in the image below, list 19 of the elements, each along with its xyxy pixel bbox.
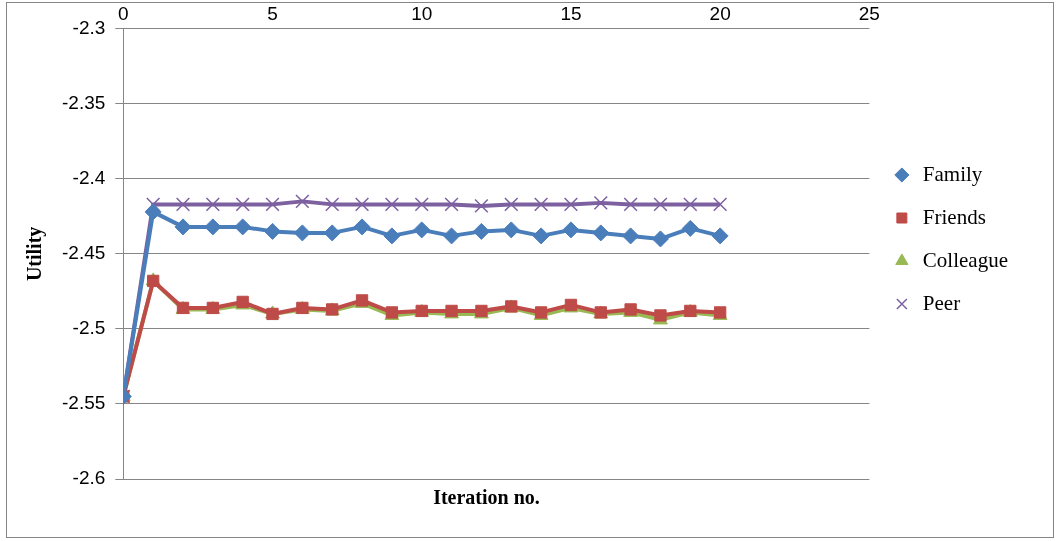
legend-label: Colleague <box>922 247 1008 272</box>
y-tick-label: -2.45 <box>61 242 106 264</box>
legend-label: Family <box>922 161 983 186</box>
x-tick-label: 25 <box>858 2 880 24</box>
x-tick-label: 15 <box>560 2 582 24</box>
x-tick-label: 20 <box>709 2 731 24</box>
y-tick-label: -2.3 <box>72 17 106 39</box>
x-tick-label: 10 <box>411 2 433 24</box>
legend-label: Peer <box>922 290 961 315</box>
y-tick-label: -2.4 <box>72 167 106 189</box>
x-tick-label: 5 <box>267 2 278 24</box>
y-tick-label: -2.35 <box>61 92 106 114</box>
x-axis-title: Iteration no. <box>432 486 541 509</box>
y-axis-title: Utility <box>23 226 47 282</box>
y-tick-label: -2.6 <box>72 467 106 489</box>
y-tick-label: -2.5 <box>72 317 106 339</box>
legend-label: Friends <box>922 204 986 229</box>
y-tick-label: -2.55 <box>61 392 106 414</box>
x-tick-label: 0 <box>118 2 129 24</box>
